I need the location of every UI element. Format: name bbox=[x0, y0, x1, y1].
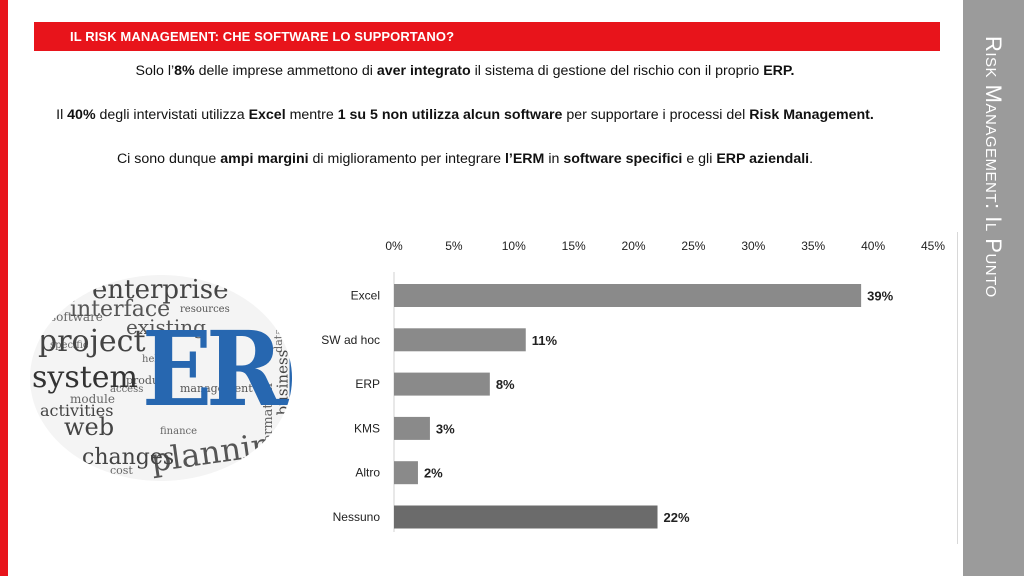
bar-value-label: 2% bbox=[424, 466, 443, 481]
x-tick-label: 0% bbox=[385, 239, 403, 253]
bar bbox=[394, 328, 526, 352]
category-label: Altro bbox=[355, 466, 380, 480]
word-cloud-word: activities bbox=[40, 401, 114, 420]
word-cloud-word: project bbox=[38, 324, 146, 359]
text-run: e gli bbox=[682, 151, 717, 167]
text-run-bold: l’ERM bbox=[504, 151, 545, 167]
text-run-bold: 40% bbox=[67, 107, 96, 123]
slide-title: IL RISK MANAGEMENT: CHE SOFTWARE LO SUPP… bbox=[70, 29, 455, 44]
text-run: in bbox=[544, 151, 564, 167]
left-accent-bar bbox=[0, 0, 8, 576]
word-cloud-word: help bbox=[142, 354, 164, 365]
side-panel-title: Risk Management: Il Punto bbox=[981, 36, 1006, 298]
x-tick-label: 40% bbox=[861, 239, 885, 253]
bar-value-label: 8% bbox=[496, 377, 515, 392]
bar-value-label: 3% bbox=[436, 421, 455, 436]
bar bbox=[394, 372, 490, 396]
bar bbox=[394, 416, 430, 440]
x-tick-label: 45% bbox=[921, 239, 945, 253]
word-cloud-word: product bbox=[126, 374, 170, 387]
text-run: di miglioramento per integrare bbox=[308, 151, 505, 167]
word-cloud-word: interface bbox=[70, 297, 171, 322]
text-run: . bbox=[809, 151, 814, 167]
category-label: SW ad hoc bbox=[321, 333, 380, 347]
word-cloud-word: changes bbox=[82, 445, 175, 470]
word-cloud-word: finance bbox=[160, 426, 198, 437]
bar-chart: 0% 5% 10% 15% 20% 25% 30% 35% 40% 45% Excel 39% SW a… bbox=[300, 232, 960, 544]
text-run-bold: ampi margini bbox=[220, 151, 309, 167]
text-run-bold: Risk Management. bbox=[749, 107, 874, 123]
paragraph-2: Il 40% degli intervistati utilizza Excel… bbox=[40, 104, 890, 126]
erp-word-cloud-image: time help product resources cost module access… bbox=[30, 275, 292, 481]
bar-value-label: 22% bbox=[664, 510, 690, 525]
bar bbox=[394, 461, 418, 485]
paragraph-3: Ci sono dunque ampi margini di miglioram… bbox=[40, 148, 890, 170]
text-run-bold: Excel bbox=[248, 107, 286, 123]
text-run-bold: ERP. bbox=[763, 63, 795, 79]
word-cloud-word: cost bbox=[110, 464, 133, 477]
category-label: Excel bbox=[351, 289, 380, 303]
bar-value-label: 11% bbox=[532, 333, 558, 348]
bar-value-label: 39% bbox=[867, 289, 893, 304]
word-cloud-word: module bbox=[70, 392, 115, 406]
x-tick-label: 20% bbox=[622, 239, 646, 253]
side-panel: Risk Management: Il Punto bbox=[963, 0, 1024, 576]
header-band: IL RISK MANAGEMENT: CHE SOFTWARE LO SUPP… bbox=[34, 22, 940, 51]
word-cloud-word: system bbox=[32, 360, 138, 395]
word-cloud-word: management bbox=[180, 382, 253, 395]
text-run-bold: 8% bbox=[174, 63, 195, 79]
erp-word: ERP bbox=[142, 308, 292, 430]
bar bbox=[394, 284, 862, 307]
word-cloud-word: software bbox=[50, 310, 103, 324]
bar-chart-svg: 0% 5% 10% 15% 20% 25% 30% 35% 40% 45% Excel 39% SW a… bbox=[321, 239, 945, 532]
text-run: delle imprese ammettono di bbox=[194, 63, 377, 79]
word-cloud-word: time bbox=[266, 294, 289, 305]
text-run-bold: 1 su 5 non utilizza alcun software bbox=[337, 107, 563, 123]
text-run: per supportare i processi del bbox=[562, 107, 750, 123]
word-cloud-word: enterprise bbox=[92, 275, 229, 305]
x-tick-label: 5% bbox=[445, 239, 463, 253]
word-cloud-word: existing bbox=[126, 315, 206, 339]
text-run: degli intervistati utilizza bbox=[95, 107, 249, 123]
text-run: Il bbox=[56, 107, 68, 123]
text-run: mentre bbox=[285, 107, 338, 123]
body-text: Solo l’8% delle imprese ammettono di ave… bbox=[40, 60, 890, 192]
category-label: KMS bbox=[354, 421, 380, 435]
text-run: Solo l’ bbox=[135, 63, 175, 79]
x-tick-label: 25% bbox=[681, 239, 705, 253]
paragraph-1: Solo l’8% delle imprese ammettono di ave… bbox=[40, 60, 890, 82]
word-cloud-word: specific bbox=[50, 340, 89, 351]
word-cloud-word: web bbox=[64, 413, 115, 441]
text-run: Ci sono dunque bbox=[116, 151, 221, 167]
x-tick-label: 30% bbox=[741, 239, 765, 253]
text-run: il sistema di gestione del rischio con i… bbox=[470, 63, 764, 79]
category-label: ERP bbox=[355, 377, 380, 391]
text-run-bold: aver integrato bbox=[376, 63, 471, 79]
x-tick-label: 15% bbox=[562, 239, 586, 253]
word-cloud-word: access bbox=[110, 384, 144, 395]
chart-border-line bbox=[957, 232, 958, 544]
text-run-bold: ERP aziendali bbox=[716, 151, 810, 167]
word-cloud-word: resources bbox=[180, 304, 230, 315]
x-tick-label: 35% bbox=[801, 239, 825, 253]
x-tick-label: 10% bbox=[502, 239, 526, 253]
category-label: Nessuno bbox=[333, 510, 381, 524]
bar bbox=[394, 505, 658, 529]
text-run-bold: software specifici bbox=[563, 151, 683, 167]
